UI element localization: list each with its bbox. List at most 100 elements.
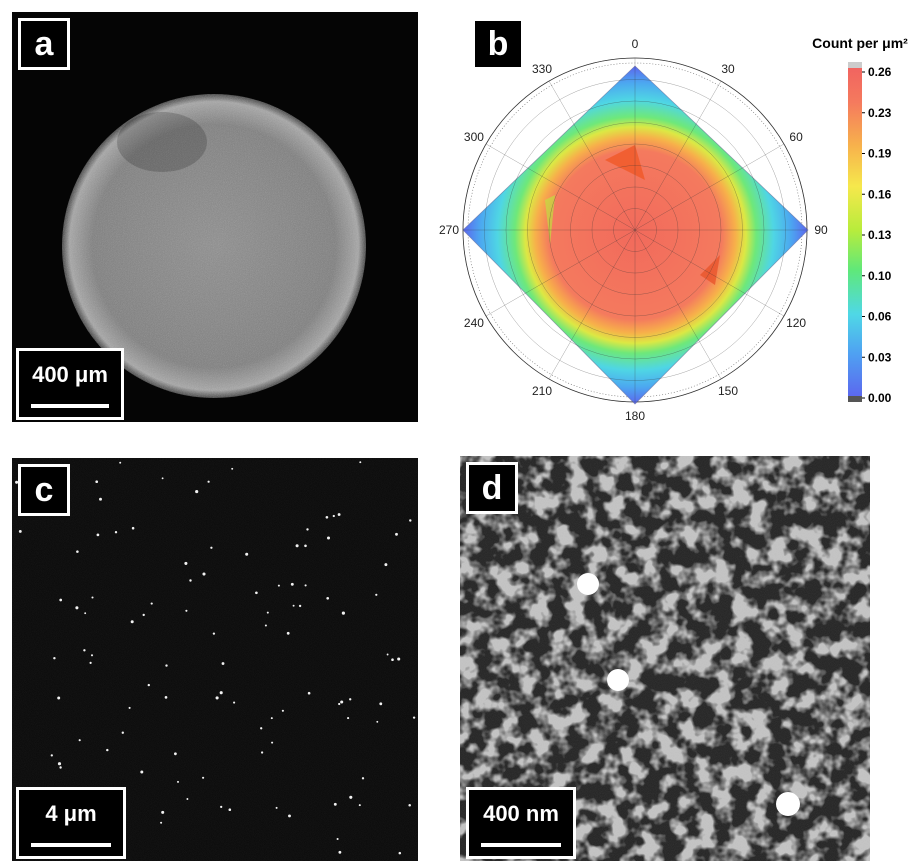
nanoparticle-dot (347, 717, 350, 720)
nanoparticle-dot (189, 579, 192, 582)
nanoparticle-dot (277, 584, 280, 587)
panel-c: c 4 μm (12, 458, 418, 861)
colorbar-tick-label: 0.13 (868, 228, 892, 242)
nanoparticle-dot (147, 683, 150, 687)
panel-b: 0 30 60 90 120 150 180 210 240 270 300 330 0.26 0.23… (430, 0, 914, 432)
colorbar-tick-label: 0.10 (868, 269, 892, 283)
nanoparticle-dot (215, 696, 219, 700)
polar-grid-ring (591, 186, 679, 274)
nanoparticle-dot (304, 584, 307, 587)
nanoparticle-dot (332, 514, 335, 518)
panel-d: d 400 nm (460, 456, 870, 861)
nanoparticle-dot (298, 604, 302, 608)
nanoparticle-dot (391, 658, 394, 661)
nanoparticle-dot (164, 696, 168, 699)
colorbar-tick-label: 0.19 (868, 147, 892, 161)
nanoparticle-dot (161, 477, 164, 480)
nanoparticle-dot (260, 727, 263, 730)
nanoparticle-dot (395, 532, 398, 536)
nanoparticle-dot (128, 706, 131, 709)
nanoparticle-dot (260, 751, 264, 754)
nanoparticle-dot (358, 804, 361, 807)
polar-grid-ring (484, 79, 786, 381)
nanoparticle-dot (59, 598, 63, 602)
nanoparticle-dot (212, 632, 216, 635)
scale-bar-line-a (31, 404, 109, 408)
nanoparticle-dot (177, 780, 179, 783)
nanoparticle-dot (397, 657, 401, 661)
scale-bar-label-d: 400 nm (483, 801, 559, 826)
nanoparticle-dot (336, 837, 339, 841)
nanoparticle-dot (290, 582, 294, 586)
nanoparticle-dot (386, 653, 389, 656)
colorbar-tick-label: 0.03 (868, 350, 892, 364)
nanoparticle-dot (121, 731, 124, 734)
nanoparticle-dot (340, 700, 344, 704)
nanoparticle-dot (359, 461, 362, 464)
nanoparticle-dot (228, 808, 232, 811)
angle-tick-label: 270 (439, 223, 459, 237)
nanoparticle-dot (53, 656, 56, 660)
polar-grid-ring (505, 100, 765, 360)
nanoparticle-dot (384, 563, 388, 567)
nanoparticle-dot (266, 611, 269, 614)
nanoparticle-dot (83, 649, 86, 652)
nanoparticle-dot (337, 513, 341, 516)
polar-grid-ring (462, 57, 808, 403)
nanoparticle-dot (275, 806, 278, 809)
polar-grid-spoke (634, 229, 785, 317)
nanoparticle-dot (264, 624, 267, 627)
nanoparticle-dot (349, 698, 352, 701)
nanoparticle-dot (142, 613, 145, 617)
nanoparticle-dot (288, 814, 291, 818)
polar-grid-spoke (634, 143, 785, 231)
angle-tick-label: 150 (718, 384, 738, 398)
nanoparticle-dot (99, 497, 102, 501)
nanoparticle-dot (398, 851, 402, 855)
nanoparticle-dot (95, 480, 99, 484)
scale-bar-a: 400 μm (16, 348, 124, 420)
nanoparticle-dot (91, 596, 94, 599)
nanoparticle-dot (341, 611, 345, 615)
nanoparticle-dot (304, 544, 307, 548)
nanoparticle-dot (57, 696, 61, 700)
nanoparticle (607, 669, 629, 691)
nanoparticle-dot (325, 515, 329, 519)
nanoparticle-dot (270, 717, 273, 720)
nanoparticle-dot (333, 802, 337, 806)
nanoparticle-dot (140, 770, 144, 774)
nanoparticle-dot (338, 850, 342, 854)
nanoparticle-dot (379, 702, 383, 706)
heatmap-surface (463, 66, 808, 404)
nanoparticle-dot (409, 519, 412, 522)
nanoparticle-dot (184, 561, 188, 565)
polar-grid-ring (570, 165, 700, 295)
panel-label-d: d (466, 462, 518, 514)
nanoparticle-dot (202, 776, 205, 779)
nanoparticle (577, 573, 599, 595)
nanoparticle-dot (210, 546, 213, 549)
angle-tick-label: 210 (532, 384, 552, 398)
polar-grid-ring (548, 143, 722, 317)
nanoparticle-dot (174, 752, 177, 756)
polar-grid-spoke (634, 229, 722, 380)
scale-bar-label-c: 4 μm (45, 801, 97, 826)
nanoparticle-dot (219, 691, 223, 695)
scale-bar-line-c (31, 843, 111, 847)
colorbar-tick-label: 0.23 (868, 106, 892, 120)
angle-tick-label: 0 (632, 37, 639, 51)
nanoparticle-dot (84, 612, 87, 615)
nanoparticle-dot (338, 702, 341, 706)
nanoparticle-dot (231, 467, 234, 470)
colorbar-tick-label: 0.06 (868, 310, 892, 324)
panel-label-c: c (18, 464, 70, 516)
scale-bar-c: 4 μm (16, 787, 126, 859)
colorbar-tick-label: 0.26 (868, 65, 892, 79)
colorbar-tick-label: 0.00 (868, 391, 892, 405)
polar-grid-ring (613, 208, 657, 252)
nanoparticle-dot (292, 604, 295, 607)
nanoparticle-dot (307, 691, 311, 695)
nanoparticle-dot (165, 664, 168, 667)
nanoparticle-dot (185, 609, 188, 612)
scale-bar-d: 400 nm (466, 787, 576, 859)
